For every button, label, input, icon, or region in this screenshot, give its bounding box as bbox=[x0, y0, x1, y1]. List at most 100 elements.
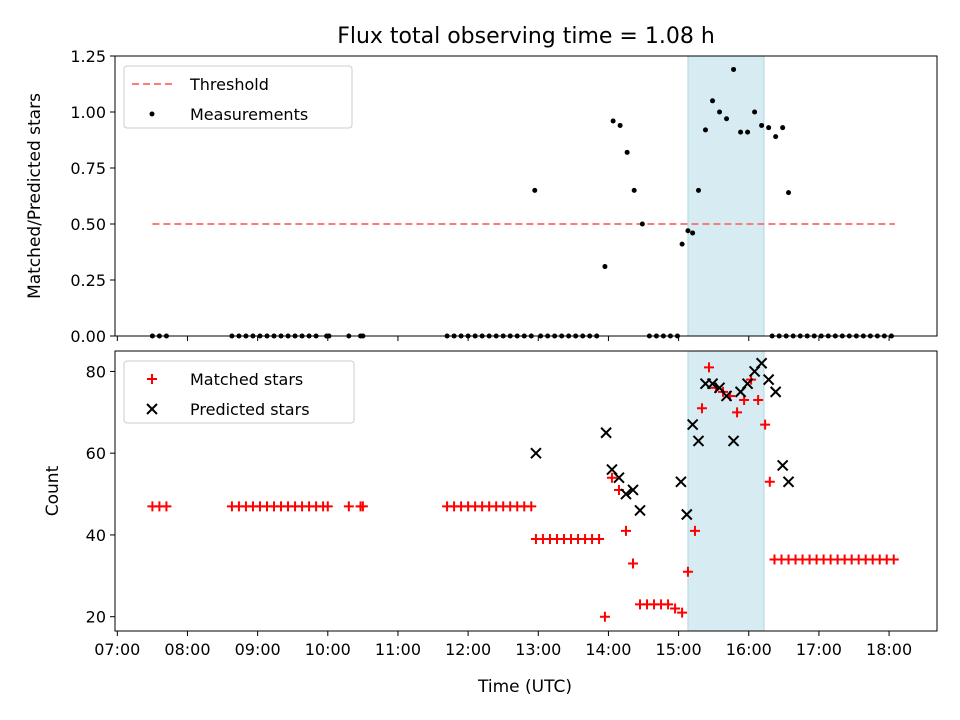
matched-stars-point bbox=[343, 501, 354, 512]
predicted-stars-legend-swatch bbox=[146, 403, 158, 415]
predicted-stars-point bbox=[634, 504, 646, 517]
y-tick-label: 40 bbox=[86, 526, 106, 545]
predicted-stars-point bbox=[741, 377, 754, 390]
predicted-stars-point bbox=[706, 377, 719, 390]
matched-stars-point bbox=[594, 534, 605, 545]
matched-stars-point bbox=[663, 599, 674, 610]
measurements-point bbox=[679, 241, 685, 247]
count-legend: Matched stars Predicted stars bbox=[123, 360, 355, 424]
predicted-stars-point bbox=[762, 373, 775, 386]
y-tick-label: 0.75 bbox=[70, 159, 106, 178]
matched-stars-legend-swatch bbox=[147, 374, 157, 384]
predicted-stars-point bbox=[686, 418, 699, 431]
measurements-point bbox=[773, 134, 779, 140]
matched-stars-point bbox=[322, 501, 333, 512]
legend-box bbox=[123, 65, 353, 129]
measurements-point bbox=[602, 264, 608, 270]
matched-stars-point bbox=[627, 558, 638, 569]
predicted-stars-point bbox=[675, 476, 687, 488]
measurements-point bbox=[702, 127, 708, 133]
predicted-stars-point bbox=[613, 472, 625, 484]
y-tick-label: 1.25 bbox=[70, 47, 106, 66]
measurements-point bbox=[786, 190, 792, 196]
measurements-point bbox=[685, 228, 691, 234]
observing-span bbox=[687, 55, 765, 337]
measurements-point bbox=[759, 122, 765, 128]
measurements-point bbox=[780, 125, 786, 131]
matched-stars-point bbox=[161, 501, 172, 512]
measurements-point bbox=[738, 129, 744, 135]
matched-stars-point bbox=[888, 554, 899, 565]
y-tick-label: 0.25 bbox=[70, 271, 106, 290]
matched-stars-point bbox=[732, 407, 743, 418]
x-tick-label: 12:00 bbox=[445, 640, 491, 659]
measurements-legend-swatch bbox=[149, 111, 155, 117]
predicted-stars-point bbox=[782, 476, 795, 488]
threshold-legend-label: Threshold bbox=[189, 75, 269, 94]
measurements-point bbox=[617, 122, 623, 128]
measurements-point bbox=[745, 129, 751, 135]
measurements-point bbox=[690, 230, 696, 236]
measurements-legend-label: Measurements bbox=[190, 105, 308, 124]
ratio-panel: 0.00 0.25 0.50 0.75 1.00 1.25 Matched/Predict… bbox=[25, 47, 938, 346]
measurements-point bbox=[717, 109, 723, 115]
measurements-point bbox=[766, 125, 772, 131]
predicted-stars-point bbox=[776, 459, 789, 472]
x-axis-label: Time (UTC) bbox=[477, 677, 572, 697]
x-tick-label: 09:00 bbox=[235, 640, 281, 659]
y-tick-label: 0.00 bbox=[70, 327, 106, 346]
x-tick-label: 13:00 bbox=[515, 640, 561, 659]
y-tick-label: 60 bbox=[86, 444, 106, 463]
matched-stars-point bbox=[689, 525, 700, 536]
count-plot-frame bbox=[114, 350, 938, 632]
count-y-axis-label: Count bbox=[43, 465, 63, 516]
predicted-stars-point bbox=[692, 435, 705, 447]
predicted-stars-point bbox=[727, 435, 740, 447]
measurements-point bbox=[610, 118, 616, 124]
predicted-stars-point bbox=[755, 357, 768, 369]
chart-title: Flux total observing time = 1.08 h bbox=[337, 24, 715, 49]
matched-stars-point bbox=[682, 566, 693, 577]
y-tick-label: 1.00 bbox=[70, 103, 106, 122]
predicted-stars-point bbox=[681, 508, 693, 521]
measurements-point bbox=[731, 66, 737, 72]
measurements-point bbox=[639, 221, 645, 227]
x-tick-label: 10:00 bbox=[305, 640, 351, 659]
ratio-legend: Threshold Measurements bbox=[123, 65, 353, 129]
x-tick-label: 18:00 bbox=[866, 640, 912, 659]
measurements-point bbox=[532, 187, 538, 193]
matched-stars-point bbox=[704, 362, 715, 373]
predicted-stars-point bbox=[600, 427, 612, 439]
y-tick-label: 0.50 bbox=[70, 215, 106, 234]
count-panel: 20 40 60 80 07:00 08:00 09:00 10:00 11:00 12:00 13… bbox=[43, 350, 938, 697]
x-tick-label: 15:00 bbox=[656, 640, 702, 659]
matched-stars-point bbox=[760, 419, 771, 430]
matched-stars-point bbox=[670, 603, 681, 614]
predicted-stars-point bbox=[720, 390, 733, 402]
matched-stars-point bbox=[677, 607, 688, 618]
predicted-stars-point bbox=[530, 447, 542, 459]
measurements-point bbox=[724, 116, 730, 122]
x-tick-label: 11:00 bbox=[375, 640, 421, 659]
x-tick-label: 16:00 bbox=[726, 640, 772, 659]
matched-stars-point bbox=[606, 472, 617, 483]
measurements-point bbox=[695, 187, 701, 193]
matched-stars-point bbox=[357, 501, 368, 512]
measurements-point bbox=[752, 109, 758, 115]
predicted-stars-legend-label: Predicted stars bbox=[190, 400, 310, 419]
predicted-stars-point bbox=[769, 386, 782, 398]
matched-stars-point bbox=[526, 501, 537, 512]
y-tick-label: 80 bbox=[86, 362, 106, 381]
measurements-point bbox=[624, 149, 630, 155]
ratio-plot-frame bbox=[114, 55, 938, 337]
measurements-point bbox=[710, 98, 716, 104]
matched-stars-point bbox=[764, 476, 775, 487]
matched-stars-point bbox=[620, 525, 631, 536]
x-tick-label: 08:00 bbox=[164, 640, 210, 659]
legend-box bbox=[123, 360, 355, 424]
matched-stars-point bbox=[753, 395, 764, 406]
x-tick-label: 17:00 bbox=[796, 640, 842, 659]
y-tick-label: 20 bbox=[86, 608, 106, 627]
matched-stars-legend-label: Matched stars bbox=[190, 370, 303, 389]
